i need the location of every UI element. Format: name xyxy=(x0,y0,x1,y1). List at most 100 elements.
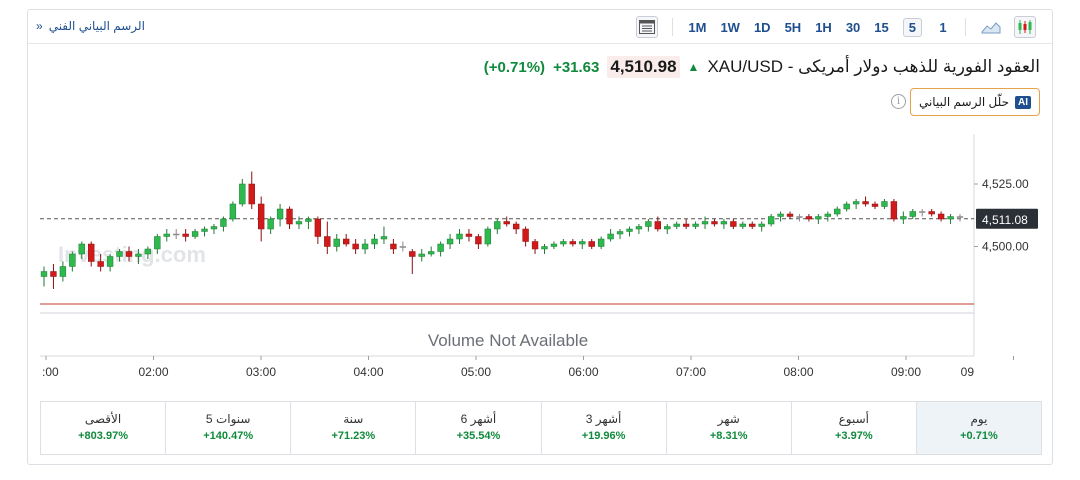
performance-value: +8.31% xyxy=(709,430,748,442)
candle xyxy=(324,221,331,254)
timeframe-5h[interactable]: 5H xyxy=(784,19,802,35)
candle xyxy=(805,214,813,222)
candle xyxy=(824,211,831,222)
candle xyxy=(144,246,152,259)
candle-body xyxy=(465,233,473,237)
candle-body xyxy=(135,253,142,257)
candle xyxy=(758,221,765,232)
candle-body xyxy=(805,216,813,220)
candle-body xyxy=(258,203,265,230)
candle xyxy=(692,221,699,229)
candle-body xyxy=(881,201,888,207)
candle-body xyxy=(116,251,123,257)
technical-chart-link[interactable]: » الرسم البياني الفني xyxy=(36,19,145,33)
candle xyxy=(201,226,208,237)
candle xyxy=(862,196,869,207)
candle xyxy=(616,229,624,239)
candle xyxy=(682,219,690,229)
performance-table: الأقصى +803.97% 5 سنوات +140.47% سنة +71.23% 6… xyxy=(40,401,1042,455)
candle-body xyxy=(626,228,633,232)
performance-cell[interactable]: 3 أشهر +19.96% xyxy=(540,402,666,454)
timeframe-1[interactable]: 1 xyxy=(939,19,947,35)
performance-cell[interactable]: 6 أشهر +35.54% xyxy=(415,402,540,454)
candle xyxy=(579,239,586,249)
candle-body xyxy=(154,236,161,250)
candle-body xyxy=(654,221,661,230)
y-tick-label: 4,500.00 xyxy=(982,240,1029,254)
candle xyxy=(909,209,916,219)
candle xyxy=(607,229,614,242)
ai-badge-icon: AI xyxy=(1015,95,1031,109)
timeframe-group: 1M 1W 1D 5H 1H 30 15 5 1 xyxy=(630,15,1042,39)
candle xyxy=(588,239,595,249)
candle-body xyxy=(286,208,293,225)
timeframe-1w[interactable]: 1W xyxy=(720,19,740,35)
performance-cell[interactable]: شهر +8.31% xyxy=(665,402,791,454)
timeframe-1m[interactable]: 1M xyxy=(688,19,707,35)
candle-body xyxy=(437,243,444,252)
candle xyxy=(258,196,265,242)
candle-body xyxy=(78,243,85,255)
candle xyxy=(248,171,255,209)
last-price: 4,510.98 xyxy=(607,56,680,78)
candle-body xyxy=(616,231,624,235)
timeframe-1d[interactable]: 1D xyxy=(753,19,771,35)
candle-body xyxy=(701,221,709,225)
candle xyxy=(437,241,444,257)
toolbar-divider xyxy=(672,18,674,36)
candle-body xyxy=(324,236,331,247)
candle xyxy=(343,234,350,247)
price-chart-svg[interactable]: Investing.comVolume Not Available4,525.0… xyxy=(28,126,1052,388)
candle xyxy=(512,221,520,234)
candle xyxy=(834,206,841,217)
candle-body xyxy=(40,271,48,277)
timeframe-5[interactable]: 5 xyxy=(902,17,922,37)
candle xyxy=(701,216,709,229)
candle-body xyxy=(579,241,586,245)
candle-body xyxy=(267,218,274,230)
candle xyxy=(890,199,898,222)
candle-body xyxy=(456,233,463,240)
candlestick-chart-icon[interactable] xyxy=(1014,16,1036,38)
candle xyxy=(427,246,435,257)
table-view-icon[interactable] xyxy=(636,16,659,38)
candle-body xyxy=(295,221,303,225)
candle xyxy=(182,229,189,242)
candle-body xyxy=(597,238,605,247)
candle xyxy=(229,201,237,222)
timeframe-15[interactable]: 15 xyxy=(874,19,889,35)
candle-body xyxy=(749,223,756,227)
instrument-name: XAU/USD - العقود الفورية للذهب دولار أمر… xyxy=(707,57,1040,76)
x-tick-label: 02:00 xyxy=(138,365,168,379)
candle xyxy=(843,201,850,212)
performance-value: +35.54% xyxy=(456,430,501,442)
candle-body xyxy=(531,241,539,250)
performance-cell[interactable]: 5 سنوات +140.47% xyxy=(165,402,290,454)
candle xyxy=(154,234,161,254)
candle xyxy=(560,239,567,247)
candle-body xyxy=(664,226,671,230)
candle xyxy=(937,211,945,222)
candle xyxy=(286,206,293,229)
candle-body xyxy=(229,203,237,220)
candle-body xyxy=(645,221,652,227)
area-chart-icon[interactable] xyxy=(980,16,1002,38)
candle xyxy=(399,241,407,252)
candle-body xyxy=(682,223,690,227)
info-icon[interactable]: i xyxy=(891,94,906,109)
performance-cell[interactable]: يوم +0.71% xyxy=(915,402,1041,454)
price-chart[interactable]: Investing.comVolume Not Available4,525.0… xyxy=(28,126,1052,388)
performance-cell[interactable]: الأقصى +803.97% xyxy=(41,402,165,454)
candle-body xyxy=(815,216,822,220)
performance-cell[interactable]: أسبوع +3.97% xyxy=(790,402,916,454)
performance-value: +71.23% xyxy=(331,430,376,442)
performance-value: +19.96% xyxy=(581,430,626,442)
performance-cell[interactable]: سنة +71.23% xyxy=(290,402,415,454)
candle xyxy=(239,179,246,207)
timeframe-1h[interactable]: 1H xyxy=(815,19,832,35)
candle-body xyxy=(144,248,152,255)
analyze-chart-button[interactable]: حلّل الرسم البياني AI xyxy=(909,88,1040,116)
timeframe-30[interactable]: 30 xyxy=(845,19,861,35)
candle xyxy=(210,224,218,234)
candle-body xyxy=(852,201,860,205)
